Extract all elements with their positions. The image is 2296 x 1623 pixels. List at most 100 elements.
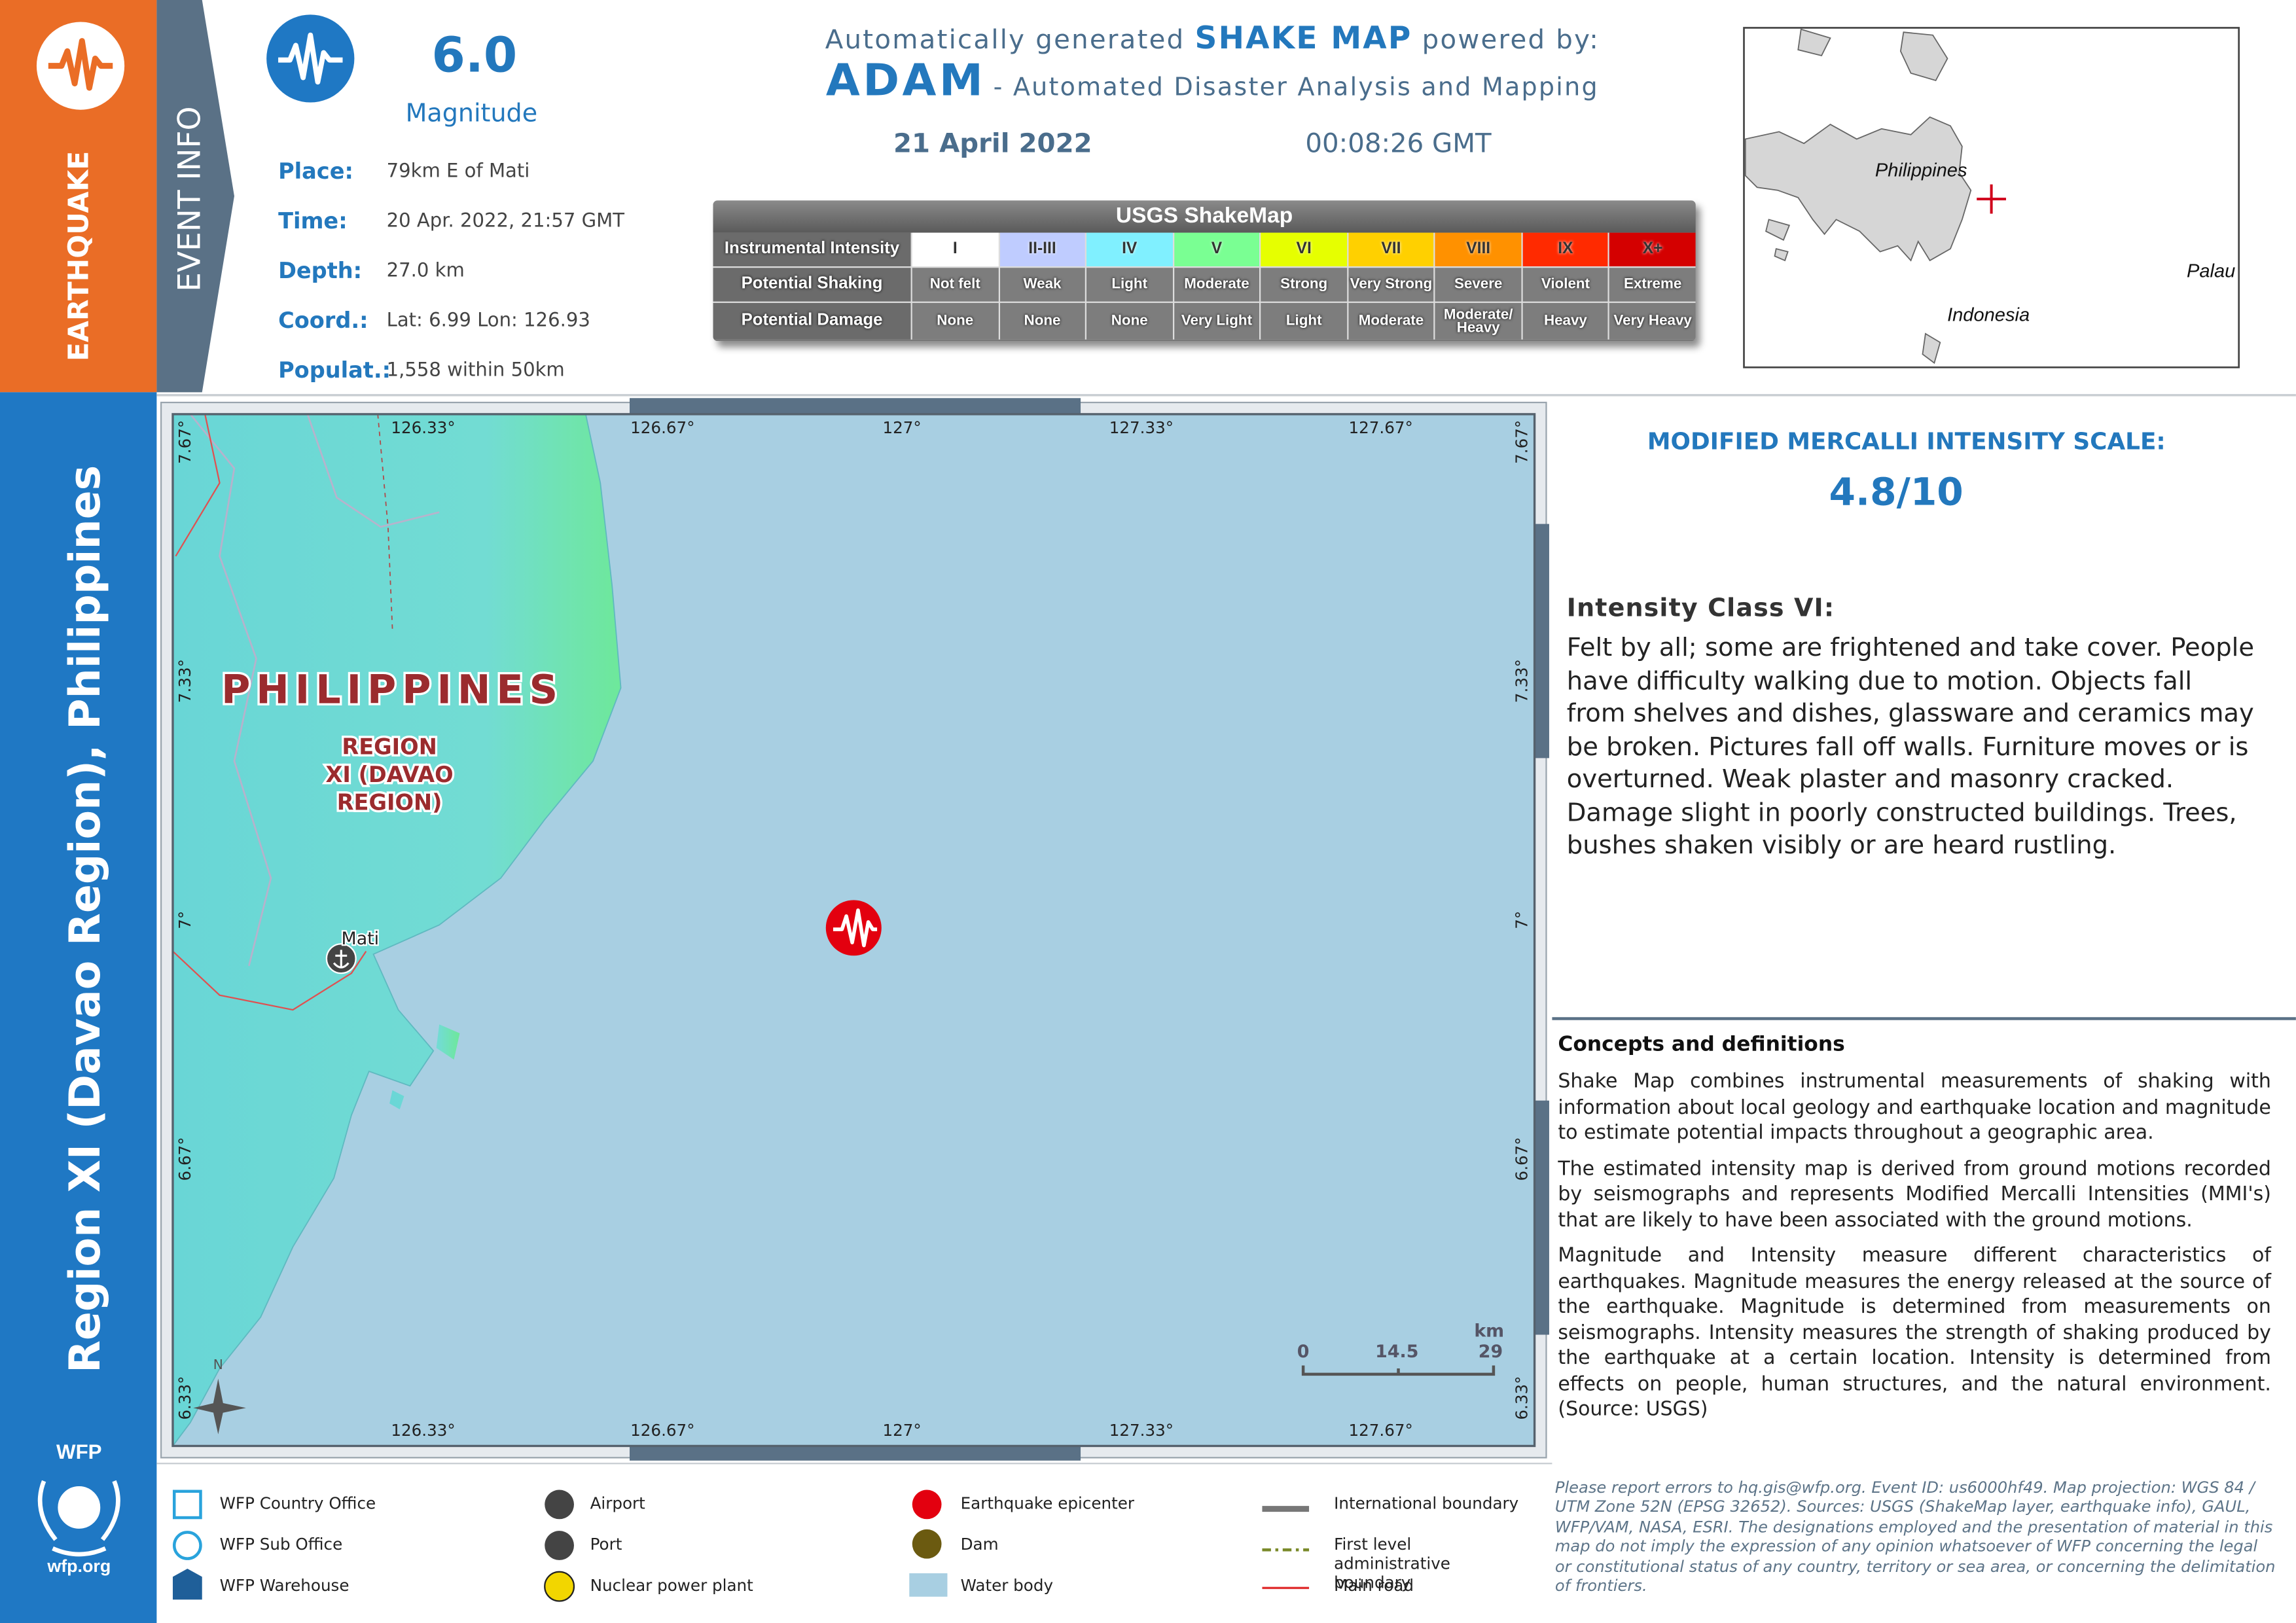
- map-body: [172, 414, 1535, 1446]
- region-band: [0, 392, 157, 1623]
- shaking-cell: Strong: [1261, 268, 1347, 302]
- header-line: Automatically generated SHAKE MAP powere…: [703, 20, 1722, 56]
- field-value: Lat: 6.99 Lon: 126.93: [386, 310, 590, 332]
- mmi-title: MODIFIED MERCALLI INTENSITY SCALE:: [1647, 427, 2166, 455]
- intensity-cell: VI: [1261, 232, 1347, 267]
- adam-line: ADAM - Automated Disaster Analysis and M…: [703, 56, 1722, 107]
- shaking-cell: Light: [1086, 268, 1173, 302]
- class-description: Felt by all; some are frightened and tak…: [1566, 633, 2254, 861]
- shaking-cell: Not felt: [912, 268, 998, 302]
- field-label: Depth:: [278, 257, 363, 284]
- scale-bar: [1301, 1365, 1496, 1376]
- event-time: 00:08:26 GMT: [1305, 128, 1492, 160]
- lon-tick-label: 127.67°: [1348, 1421, 1412, 1440]
- scale-label: 29: [1479, 1342, 1503, 1362]
- legend-icon: [912, 1489, 942, 1520]
- lon-tick-label: 127.33°: [1109, 1421, 1174, 1440]
- footer-note: Please report errors to hq.gis@wfp.org. …: [1554, 1478, 2276, 1596]
- mmi-value: 4.8/10: [1829, 471, 1964, 516]
- legend-label: International boundary: [1334, 1494, 1519, 1514]
- lon-tick-label: 126.67°: [630, 418, 694, 437]
- legend-label: WFP Warehouse: [219, 1576, 350, 1596]
- lat-tick-label: 7.67°: [1513, 420, 1532, 464]
- legend-icon: [545, 1531, 574, 1560]
- region-map-label-line: REGION): [337, 789, 442, 815]
- frame-bar: [1534, 1100, 1549, 1335]
- lon-tick-label: 126.67°: [630, 1421, 694, 1440]
- lon-tick-label: 127.33°: [1109, 418, 1174, 437]
- damage-cell: None: [1086, 302, 1173, 340]
- scale-labels: 0 14.5 29: [1297, 1342, 1503, 1362]
- field-label: Time:: [278, 207, 348, 234]
- damage-cell: Light: [1261, 302, 1347, 340]
- concepts-title: Concepts and definitions: [1558, 1033, 1845, 1057]
- admin-boundary: [377, 414, 393, 630]
- org-label: WFP: [56, 1440, 102, 1463]
- field-label: Populat.:: [278, 357, 391, 383]
- legend-icons: [172, 1489, 1310, 1602]
- island: [389, 1024, 460, 1110]
- lat-tick-label: 6.33°: [175, 1376, 194, 1420]
- damage-cell: Moderate/ Heavy: [1435, 302, 1522, 340]
- inset-epicenter: [1977, 184, 2006, 214]
- concepts-body: Shake Map combines instrumental measurem…: [1558, 1070, 2271, 1434]
- lat-tick-label: 6.67°: [1513, 1137, 1532, 1181]
- damage-cell: Very Light: [1174, 302, 1260, 340]
- legend-label: Nuclear power plant: [590, 1576, 753, 1596]
- country-label: PHILIPPINES: [221, 667, 564, 713]
- intensity-cell: X+: [1609, 232, 1696, 267]
- coordinate-ticks: 126.33° 126.33° 126.67° 126.67° 127° 127° 127.…: [175, 418, 1532, 1440]
- legend-icon: [172, 1568, 202, 1600]
- class-title: Intensity Class VI:: [1566, 594, 1835, 624]
- shaking-cell: Extreme: [1609, 268, 1696, 302]
- field-label: Coord.:: [278, 307, 368, 334]
- epicenter: [825, 900, 882, 956]
- shaking-cell: Severe: [1435, 268, 1522, 302]
- intensity-cell: VIII: [1435, 232, 1522, 267]
- shaking-cell: Moderate: [1174, 268, 1260, 302]
- legend-label: WFP Sub Office: [219, 1535, 343, 1554]
- land: [172, 414, 622, 1446]
- hazard-icon-wave: [48, 38, 113, 91]
- intensity-cell: IV: [1086, 232, 1173, 267]
- legend-icon: [172, 1531, 202, 1560]
- event-date: 21 April 2022: [893, 128, 1092, 160]
- damage-cell: Very Heavy: [1609, 302, 1696, 340]
- legend-label: Port: [590, 1535, 622, 1554]
- region-map-label-line: REGION: [342, 734, 437, 759]
- magnitude-label: Magnitude: [405, 99, 538, 129]
- legend-label: Dam: [960, 1535, 999, 1554]
- row-label: Potential Shaking: [713, 268, 911, 302]
- epicenter-wave: [833, 908, 878, 948]
- field-label: Place:: [278, 158, 353, 185]
- row-label: Potential Damage: [713, 302, 911, 340]
- row-label: Instrumental Intensity: [713, 232, 911, 267]
- frame-bar: [1534, 524, 1549, 758]
- concepts-paragraph: Magnitude and Intensity measure differen…: [1558, 1245, 2271, 1421]
- lat-tick-label: 7°: [175, 911, 194, 929]
- adam-subtitle: - Automated Disaster Analysis and Mappin…: [993, 73, 1599, 103]
- event-info-tab: [156, 0, 234, 393]
- north-arrow: [193, 1378, 246, 1435]
- intensity-cell: II-III: [999, 232, 1086, 267]
- lat-tick-label: 7.67°: [175, 420, 194, 464]
- lat-tick-label: 7.33°: [1513, 659, 1532, 703]
- lat-tick-label: 6.33°: [1513, 1376, 1532, 1420]
- header-text: powered by:: [1422, 25, 1600, 56]
- field-value: 1,558 within 50km: [386, 360, 565, 382]
- lat-tick-label: 7°: [1513, 911, 1532, 929]
- inset-land: [1744, 116, 1972, 262]
- damage-cell: Heavy: [1522, 302, 1609, 340]
- region-map-label-line: XI (DAVAO: [326, 762, 454, 787]
- intensity-cell: V: [1174, 232, 1260, 267]
- inset-label: Philippines: [1875, 160, 1967, 181]
- lon-tick-label: 127°: [882, 418, 921, 437]
- legend-icon: [545, 1489, 574, 1520]
- header-text: Automatically generated: [825, 25, 1185, 56]
- hazard-label: EARTHQUAKE: [63, 151, 96, 361]
- lat-tick-label: 6.67°: [175, 1137, 194, 1181]
- scale-label: 14.5: [1375, 1342, 1418, 1362]
